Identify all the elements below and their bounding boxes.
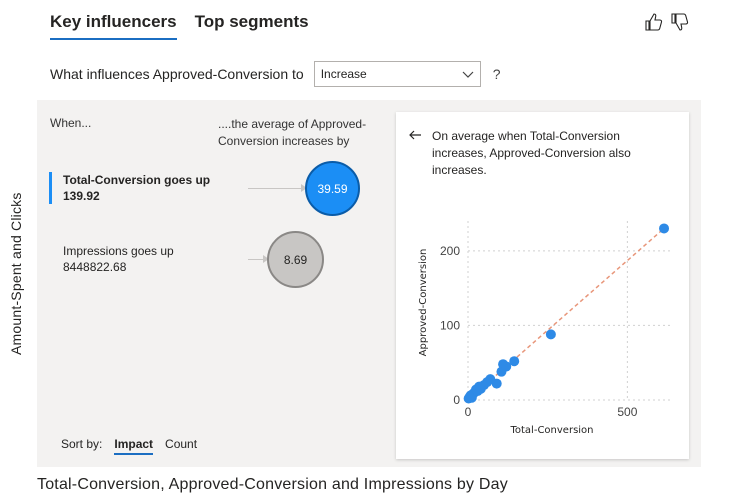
data-point bbox=[491, 378, 502, 389]
data-point bbox=[509, 356, 520, 367]
y-tick-label: 0 bbox=[453, 393, 460, 407]
sort-label: Sort by: bbox=[61, 437, 103, 451]
sort-option-count[interactable]: Count bbox=[165, 437, 198, 451]
dropdown-value: Increase bbox=[320, 67, 367, 81]
impact-bubble[interactable]: 39.59 bbox=[305, 161, 360, 216]
influencer-title: Total-Conversion goes up bbox=[63, 173, 211, 187]
x-tick-label: 500 bbox=[617, 405, 637, 419]
influencer-value: 139.92 bbox=[63, 189, 100, 203]
connector-line bbox=[248, 259, 266, 260]
sort-option-impact[interactable]: Impact bbox=[114, 437, 154, 455]
average-column-header: ....the average of Approved-Conversion i… bbox=[218, 117, 367, 148]
chevron-down-icon bbox=[462, 71, 474, 78]
when-column-header: When... bbox=[50, 116, 92, 130]
detail-description: On average when Total-Conversion increas… bbox=[432, 129, 631, 177]
feedback-buttons bbox=[644, 12, 690, 32]
side-axis-label: Amount-Spent and Clicks bbox=[8, 192, 24, 355]
thumbs-up-icon[interactable] bbox=[644, 12, 664, 32]
influencers-panel: When... ....the average of Approved-Conv… bbox=[37, 100, 701, 467]
x-tick-label: 0 bbox=[465, 405, 472, 419]
influencer-detail-card: On average when Total-Conversion increas… bbox=[396, 112, 689, 459]
influencer-impressions[interactable]: Impressions goes up 8448822.68 bbox=[49, 243, 239, 275]
thumbs-down-icon[interactable] bbox=[670, 12, 690, 32]
x-axis-label: Total-Conversion bbox=[509, 425, 593, 436]
visual-tabs: Key influencers Top segments bbox=[50, 12, 309, 40]
y-axis-label: Approved-Conversion bbox=[418, 249, 429, 357]
influencer-title: Impressions goes up bbox=[63, 244, 174, 258]
data-point bbox=[545, 329, 556, 340]
tab-key-influencers[interactable]: Key influencers bbox=[50, 12, 177, 40]
impact-value: 39.59 bbox=[317, 181, 348, 196]
arrow-icon bbox=[263, 255, 269, 263]
data-point bbox=[659, 223, 670, 234]
question-label: What influences Approved-Conversion to bbox=[50, 66, 304, 82]
y-tick-label: 200 bbox=[440, 244, 460, 258]
direction-dropdown[interactable]: Increase bbox=[313, 61, 481, 87]
sort-controls: Sort by: Impact Count bbox=[61, 437, 197, 455]
scatter-chart: 0 100 200 0 500 Total-Conversion Approved-Conv… bbox=[418, 221, 672, 436]
y-tick-label: 100 bbox=[440, 318, 460, 332]
help-icon[interactable]: ? bbox=[492, 66, 501, 82]
tab-top-segments[interactable]: Top segments bbox=[194, 12, 309, 31]
influencer-total-conversion[interactable]: Total-Conversion goes up 139.92 bbox=[49, 172, 239, 204]
impact-bubble[interactable]: 8.69 bbox=[267, 231, 324, 288]
influence-question: What influences Approved-Conversion to I… bbox=[50, 61, 501, 87]
impact-value: 8.69 bbox=[283, 252, 308, 267]
arrow-icon bbox=[301, 184, 307, 192]
arrow-left-icon[interactable] bbox=[408, 128, 422, 142]
next-visual-title: Total-Conversion, Approved-Conversion an… bbox=[37, 476, 508, 493]
influencer-value: 8448822.68 bbox=[63, 260, 127, 274]
data-point bbox=[501, 361, 512, 372]
connector-line bbox=[248, 188, 304, 189]
